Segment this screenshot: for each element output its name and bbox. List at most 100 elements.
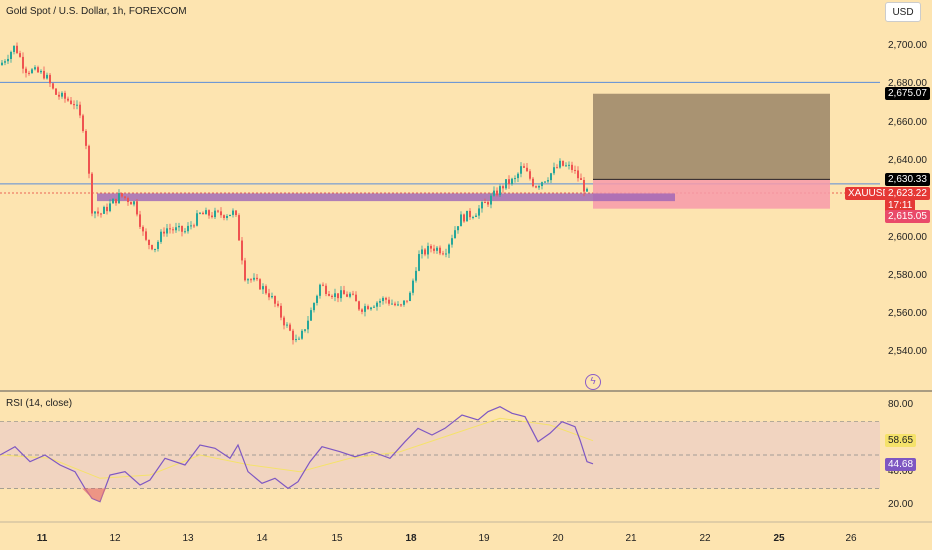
candle-body (265, 286, 267, 294)
candle-body (25, 68, 27, 73)
candle-body (28, 72, 30, 74)
x-axis-label: 22 (699, 533, 711, 544)
candle-body (106, 206, 108, 212)
candle-body (235, 210, 237, 216)
candle-body (142, 226, 144, 232)
price-label: 2,680.00 (888, 78, 927, 89)
symbol-tag: XAUUSD (845, 187, 893, 200)
candle-body (43, 70, 45, 79)
support-zone (97, 193, 675, 202)
candle-body (415, 270, 417, 281)
candle-body (529, 171, 531, 179)
candle-body (445, 253, 447, 255)
x-axis-label: 21 (625, 533, 637, 544)
candle-body (382, 297, 384, 302)
candle-body (133, 201, 135, 205)
candle-body (343, 290, 345, 295)
x-axis-label: 20 (552, 533, 564, 544)
candle-body (202, 212, 204, 215)
flash-icon[interactable]: ϟ (585, 374, 601, 390)
candle-body (274, 296, 276, 304)
candle-body (313, 302, 315, 311)
candle-body (289, 324, 291, 331)
candle-body (469, 210, 471, 218)
x-axis-label: 13 (182, 533, 194, 544)
candle-body (583, 179, 585, 192)
candle-body (412, 280, 414, 293)
currency-button[interactable]: USD (885, 2, 921, 22)
price-label: 2,600.00 (888, 232, 927, 243)
x-axis-label: 25 (773, 533, 785, 544)
candle-body (244, 260, 246, 281)
candle-body (544, 181, 546, 183)
candle-body (238, 215, 240, 241)
candle-body (421, 249, 423, 255)
candle-body (388, 299, 390, 304)
candle-body (148, 239, 150, 245)
candle-body (310, 310, 312, 321)
candle-body (40, 70, 42, 73)
candle-body (565, 165, 567, 167)
rsi-label: 80.00 (888, 399, 914, 410)
rsi-oversold-fill (82, 488, 106, 502)
candle-body (556, 167, 558, 169)
candle-body (463, 214, 465, 222)
candle-body (259, 279, 261, 290)
candle-body (97, 211, 99, 214)
candle-body (559, 160, 561, 168)
candle-body (316, 295, 318, 303)
candle-body (283, 317, 285, 326)
candle-body (226, 216, 228, 218)
candle-body (169, 228, 171, 230)
candle-body (379, 301, 381, 303)
candle-body (523, 166, 525, 168)
candle-body (130, 202, 132, 205)
candle-body (181, 225, 183, 232)
candle-body (31, 69, 33, 74)
last-price-tag: 2,623.22 (885, 187, 930, 200)
price-label: 2,640.00 (888, 155, 927, 166)
candle-body (145, 231, 147, 240)
rsi-value-tag: 44.68 (885, 458, 917, 471)
candle-body (409, 292, 411, 302)
candle-body (109, 203, 111, 212)
candle-body (256, 277, 258, 280)
candle-body (19, 53, 21, 57)
candle-body (217, 210, 219, 212)
candle-body (586, 188, 588, 192)
candle-body (208, 210, 210, 216)
candle-body (490, 195, 492, 205)
candle-body (439, 247, 441, 254)
candle-body (331, 295, 333, 297)
candle-body (352, 293, 354, 295)
stop-price-tag: 2,615.05 (885, 210, 930, 223)
chart-title: Gold Spot / U.S. Dollar, 1h, FOREXCOM (6, 6, 187, 17)
candle-body (472, 217, 474, 219)
candle-body (271, 296, 273, 298)
candle-body (295, 339, 297, 341)
candle-body (466, 210, 468, 222)
candle-body (46, 74, 48, 79)
countdown-tag: 17:11 (885, 199, 916, 212)
candle-body (394, 303, 396, 306)
candle-body (232, 210, 234, 215)
candle-body (307, 320, 309, 330)
candle-body (340, 290, 342, 299)
candle-body (16, 45, 18, 54)
x-axis-label: 11 (36, 533, 48, 544)
candle-body (505, 179, 507, 189)
candle-body (370, 307, 372, 310)
candle-body (124, 196, 126, 199)
candle-body (292, 330, 294, 341)
price-label: 2,560.00 (888, 308, 927, 319)
x-axis-label: 18 (405, 533, 417, 544)
candle-body (55, 88, 57, 95)
rsi-line (0, 406, 594, 503)
candle-body (190, 225, 192, 227)
price-label: 2,540.00 (888, 346, 927, 357)
candle-body (334, 293, 336, 297)
candle-body (535, 186, 537, 188)
x-axis-label: 14 (256, 533, 268, 544)
candle-body (214, 210, 216, 218)
